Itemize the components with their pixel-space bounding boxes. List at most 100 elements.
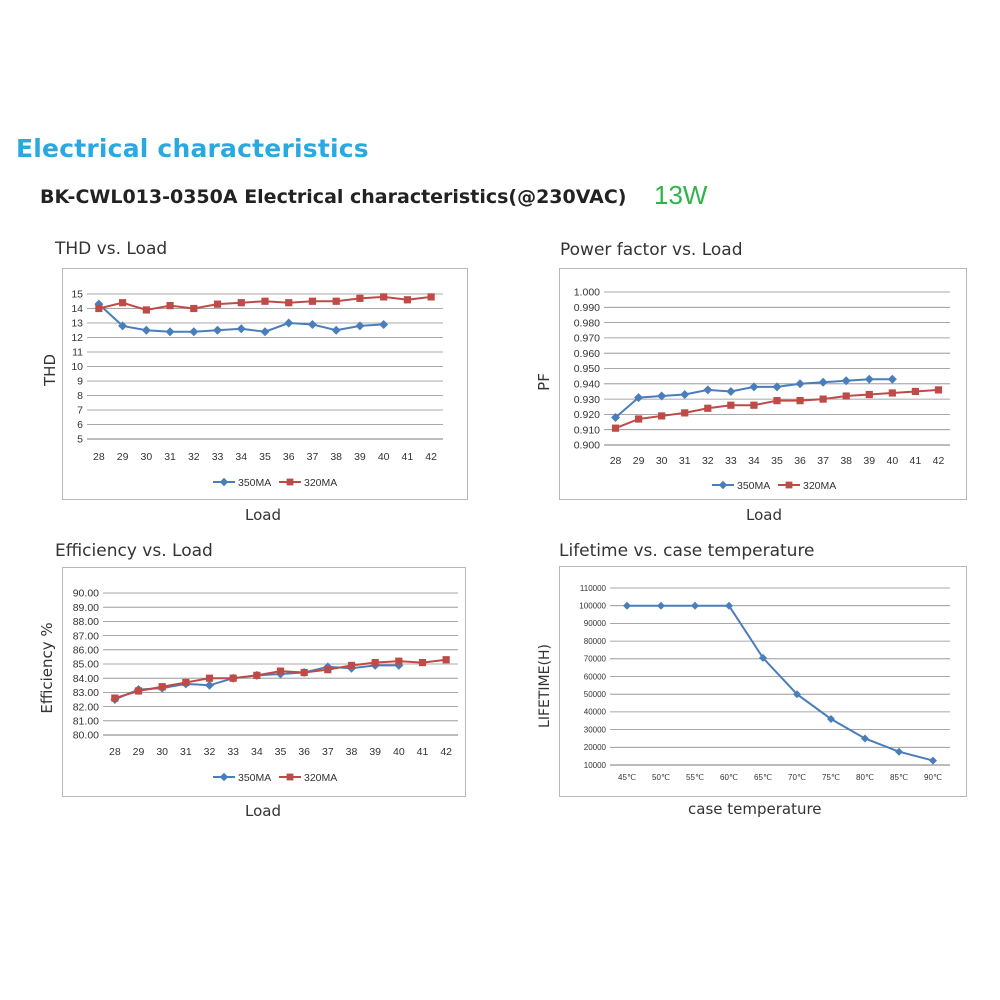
eff-y-tick-label: 86.00: [73, 644, 99, 656]
pf-x-tick-label: 29: [633, 455, 645, 467]
pf-x-tick-label: 35: [771, 455, 783, 467]
thd-data-point-320MA: [213, 300, 222, 308]
eff-chart: 80.00 81.00 82.00 83.00 84.00 85.00 86.00 87.00…: [62, 567, 466, 797]
eff-x-tick-label: 29: [133, 746, 145, 758]
pf-data-point-350MA: [634, 393, 644, 403]
life-y-tick-label: 100000: [579, 602, 606, 611]
pf-y-tick-label: 0.950: [574, 363, 600, 375]
thd-data-point-350MA: [307, 319, 317, 329]
thd-data-point-320MA: [356, 294, 364, 302]
life-x-tick-label: 60℃: [720, 773, 738, 782]
pf-data-point-320MA: [819, 395, 827, 403]
thd-data-point-320MA: [119, 299, 127, 307]
thd-data-point-350MA: [331, 325, 341, 335]
life-data-point-lifetime: [895, 747, 903, 756]
pf-data-point-320MA: [911, 387, 919, 396]
pf-x-tick-label: 40: [886, 455, 898, 467]
eff-data-point-320MA: [442, 656, 450, 664]
life-y-tick-label: 40000: [584, 708, 607, 717]
pf-data-point-350MA: [841, 376, 851, 386]
thd-x-tick-label: 31: [164, 451, 176, 463]
pf-x-tick-label: 42: [933, 455, 945, 467]
eff-x-tick-label: 28: [109, 746, 121, 758]
pf-y-tick-label: 0.980: [574, 317, 600, 329]
thd-data-point-320MA: [380, 293, 388, 301]
life-x-tick-label: 80℃: [856, 773, 874, 782]
pf-x-tick-label: 28: [610, 455, 622, 467]
eff-data-point-350MA: [394, 660, 404, 670]
pf-data-point-320MA: [727, 401, 735, 409]
pf-legend-marker: [785, 481, 793, 489]
eff-data-point-320MA: [134, 687, 143, 695]
pf-data-point-320MA: [635, 415, 643, 423]
eff-data-point-320MA: [395, 657, 403, 665]
thd-legend-marker: [219, 477, 229, 487]
thd-x-tick-label: 41: [402, 451, 414, 463]
eff-data-point-320MA: [229, 674, 237, 682]
pf-x-tick-label: 34: [748, 455, 760, 467]
life-y-tick-label: 60000: [584, 672, 607, 681]
thd-chart-plot: 5 6 7 8 9 10 11 12 13 14 15 28 29 30 31 32 33 34 35 36 37 38 3…: [71, 289, 443, 489]
pf-y-tick-label: 0.910: [574, 424, 600, 436]
pf-x-tick-label: 30: [656, 455, 668, 467]
thd-y-tick-label: 11: [72, 347, 83, 359]
eff-legend-marker: [286, 773, 294, 781]
life-x-tick-label: 75℃: [822, 773, 840, 782]
thd-y-tick-label: 10: [71, 361, 83, 373]
thd-x-tick-label: 38: [330, 451, 342, 463]
thd-data-point-320MA: [308, 297, 317, 305]
pf-data-point-320MA: [888, 389, 896, 397]
eff-y-tick-label: 89.00: [73, 602, 99, 614]
eff-y-tick-label: 83.00: [73, 687, 99, 699]
eff-x-tick-label: 36: [298, 746, 310, 758]
eff-x-tick-label: 40: [393, 746, 405, 758]
eff-x-axis-label: Load: [245, 802, 281, 820]
eff-chart-title: Efficiency vs. Load: [55, 541, 213, 561]
pf-x-tick-label: 38: [840, 455, 852, 467]
life-x-tick-label: 55℃: [686, 773, 704, 782]
pf-chart-plot: 0.900 0.910 0.920 0.930 0.940 0.950 0.960 0.970…: [574, 287, 950, 492]
life-x-tick-label: 65℃: [754, 773, 772, 782]
pf-data-point-320MA: [934, 386, 943, 394]
thd-data-point-350MA: [236, 324, 246, 334]
thd-x-tick-label: 29: [117, 451, 129, 463]
thd-data-point-350MA: [213, 325, 223, 335]
section-title: Electrical characteristics: [16, 134, 369, 163]
eff-chart-plot: 80.00 81.00 82.00 83.00 84.00 85.00 86.00 87.00…: [73, 588, 458, 784]
pf-data-point-320MA: [704, 404, 712, 412]
pf-y-tick-label: 0.990: [574, 302, 600, 314]
thd-data-point-350MA: [355, 321, 365, 331]
thd-data-point-350MA: [141, 325, 151, 335]
pf-y-tick-label: 0.900: [574, 440, 600, 452]
pf-y-tick-label: 1.000: [574, 287, 600, 299]
eff-y-tick-label: 84.00: [73, 673, 99, 685]
eff-data-point-320MA: [324, 666, 332, 674]
wattage-label: 13W: [654, 180, 708, 210]
eff-x-tick-label: 34: [251, 746, 263, 758]
pf-y-tick-label: 0.930: [574, 394, 600, 406]
thd-x-tick-label: 33: [212, 451, 224, 463]
pf-data-point-320MA: [865, 390, 873, 399]
thd-chart-title: THD vs. Load: [55, 239, 168, 259]
life-x-tick-label: 70℃: [788, 773, 806, 782]
life-y-tick-label: 70000: [584, 655, 607, 664]
pf-data-point-320MA: [750, 401, 758, 409]
pf-data-point-350MA: [795, 379, 805, 389]
eff-data-point-320MA: [300, 668, 308, 677]
pf-legend-label: 320MA: [803, 480, 836, 492]
life-data-point-lifetime: [929, 756, 937, 765]
life-data-point-lifetime: [691, 601, 699, 610]
pf-data-point-350MA: [726, 386, 736, 396]
thd-data-point-320MA: [166, 302, 174, 310]
thd-data-point-350MA: [118, 321, 128, 331]
eff-y-axis-label: Efficiency %: [38, 622, 56, 714]
eff-legend-label: 350MA: [238, 772, 271, 784]
thd-y-tick-label: 7: [77, 405, 83, 417]
pf-data-point-320MA: [796, 397, 804, 405]
pf-data-point-320MA: [681, 409, 689, 417]
eff-x-tick-label: 35: [275, 746, 287, 758]
thd-data-point-320MA: [427, 293, 435, 301]
eff-data-point-320MA: [253, 671, 261, 679]
life-y-tick-label: 50000: [584, 690, 607, 699]
eff-x-tick-label: 41: [417, 746, 429, 758]
